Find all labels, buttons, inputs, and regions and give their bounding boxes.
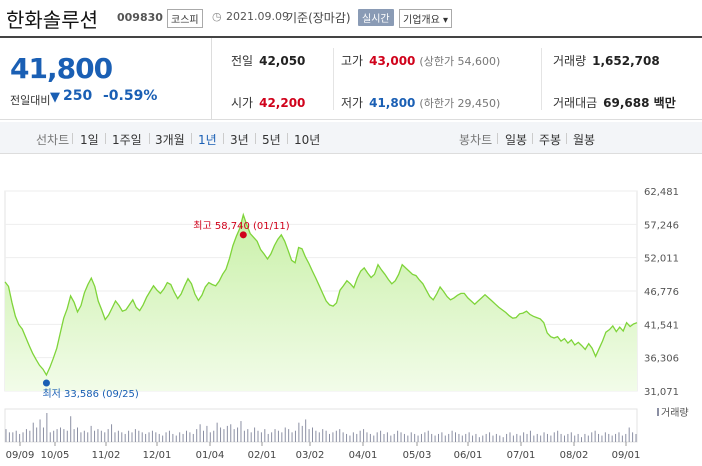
low-cell: 저가 41,800 (하한가 29,450) xyxy=(341,94,500,111)
high-value: 43,000 xyxy=(369,54,416,68)
low-marker xyxy=(42,379,50,387)
y-tick-label: 52,011 xyxy=(644,254,679,265)
amount-value: 69,688 백만 xyxy=(603,96,676,110)
company-overview-dropdown[interactable]: 기업개요 ▾ xyxy=(399,9,452,28)
volume-value: 1,652,708 xyxy=(592,54,660,68)
divider xyxy=(72,133,73,144)
tab-3months[interactable]: 3개월 xyxy=(155,133,185,147)
x-tick-label: 05/03 xyxy=(403,450,432,461)
x-tick-label: 12/01 xyxy=(143,450,172,461)
y-tick-label: 41,541 xyxy=(644,320,679,331)
price-chart[interactable]: 62,481 57,246 52,011 46,776 41,541 36,306 31,0… xyxy=(0,170,702,466)
y-tick-label: 46,776 xyxy=(644,287,679,298)
prev-close-label: 전일 xyxy=(231,54,254,68)
low-value: 41,800 xyxy=(369,96,416,110)
y-tick-label: 36,306 xyxy=(644,354,679,365)
lower-limit: (하한가 29,450) xyxy=(419,97,501,110)
tab-3years[interactable]: 3년 xyxy=(230,133,249,147)
x-tick-label: 06/01 xyxy=(454,450,483,461)
volume-frame xyxy=(4,408,638,443)
tab-1day[interactable]: 1일 xyxy=(80,133,99,147)
tab-1year[interactable]: 1년 xyxy=(198,133,217,147)
volume-cell: 거래량 1,652,708 xyxy=(553,52,660,69)
volume-legend-label: 거래량 xyxy=(661,407,689,419)
x-tick-label: 04/01 xyxy=(349,450,378,461)
x-tick-label: 02/01 xyxy=(248,450,277,461)
x-tick-label: 11/02 xyxy=(92,450,121,461)
x-tick-label: 09/09 xyxy=(6,450,35,461)
tab-weekly-candle[interactable]: 주봉 xyxy=(539,133,562,147)
x-tick-label: 10/05 xyxy=(41,450,70,461)
low-label: 저가 xyxy=(341,96,364,110)
price-line xyxy=(4,212,638,377)
current-price-box: 41,800 전일대비 ▼ 250 -0.59% xyxy=(0,38,212,120)
high-marker xyxy=(239,231,247,239)
clock-icon: ◷ xyxy=(212,10,222,23)
prev-close-cell: 전일 42,050 xyxy=(231,52,305,69)
divider xyxy=(223,133,224,144)
divider xyxy=(497,133,498,144)
open-label: 시가 xyxy=(231,96,254,110)
open-value: 42,200 xyxy=(259,96,306,110)
x-tick-label: 09/01 xyxy=(612,450,641,461)
realtime-button[interactable]: 실시간 xyxy=(358,9,394,26)
market-badge: 코스피 xyxy=(167,9,203,28)
y-tick-label: 57,246 xyxy=(644,220,679,231)
current-price: 41,800 xyxy=(10,52,113,85)
divider xyxy=(532,133,533,144)
tab-5years[interactable]: 5년 xyxy=(262,133,281,147)
chart-period-tabs: 선차트 1일 1주일 3개월 1년 3년 5년 10년 봉차트 일봉 주봉 월봉 xyxy=(0,122,702,154)
divider xyxy=(191,133,192,144)
high-label: 고가 xyxy=(341,54,364,68)
divider xyxy=(541,48,542,110)
price-area-fill xyxy=(5,214,637,391)
tab-candle-chart[interactable]: 봉차트 xyxy=(459,133,493,147)
volume-label: 거래량 xyxy=(553,54,587,68)
divider xyxy=(287,133,288,144)
change-label: 전일대비 xyxy=(10,94,51,107)
amount-label: 거래대금 xyxy=(553,96,598,110)
divider xyxy=(333,48,334,110)
stock-name: 한화솔루션 xyxy=(6,8,98,32)
tab-daily-candle[interactable]: 일봉 xyxy=(505,133,528,147)
tab-1week[interactable]: 1주일 xyxy=(112,133,142,147)
low-annotation: 최저 33,586 (09/25) xyxy=(42,388,138,400)
tab-10years[interactable]: 10년 xyxy=(294,133,321,147)
y-tick-label: 31,071 xyxy=(644,387,679,398)
tab-monthly-candle[interactable]: 월봉 xyxy=(573,133,596,147)
quote-date: 2021.09.09 xyxy=(226,10,289,23)
y-tick-label: 62,481 xyxy=(644,187,679,198)
change-percent: -0.59% xyxy=(103,88,158,104)
prev-close-value: 42,050 xyxy=(259,54,306,68)
open-cell: 시가 42,200 xyxy=(231,94,305,111)
divider xyxy=(149,133,150,144)
x-tick-label: 03/02 xyxy=(296,450,325,461)
stock-header: 한화솔루션 009830 코스피 ◷ 2021.09.09 기준(장마감) 실시… xyxy=(0,0,702,34)
x-tick-label: 07/01 xyxy=(507,450,536,461)
down-arrow-icon: ▼ xyxy=(50,90,60,105)
divider xyxy=(255,133,256,144)
upper-limit: (상한가 54,600) xyxy=(419,55,501,68)
x-tick-label: 08/02 xyxy=(560,450,589,461)
quote-basis: 기준(장마감) xyxy=(286,11,351,25)
divider xyxy=(105,133,106,144)
price-chart-svg: 62,481 57,246 52,011 46,776 41,541 36,306 31,0… xyxy=(4,187,689,461)
divider xyxy=(566,133,567,144)
amount-cell: 거래대금 69,688 백만 xyxy=(553,94,676,111)
high-cell: 고가 43,000 (상한가 54,600) xyxy=(341,52,500,69)
tab-line-chart[interactable]: 선차트 xyxy=(36,133,70,147)
x-tick-label: 01/04 xyxy=(196,450,225,461)
stock-code: 009830 xyxy=(117,11,163,24)
change-value: 250 xyxy=(63,88,93,104)
volume-legend-swatch xyxy=(657,408,659,416)
quote-panel: 41,800 전일대비 ▼ 250 -0.59% 전일 42,050 고가 43,0… xyxy=(0,36,702,120)
high-annotation: 최고 58,740 (01/11) xyxy=(193,220,289,232)
